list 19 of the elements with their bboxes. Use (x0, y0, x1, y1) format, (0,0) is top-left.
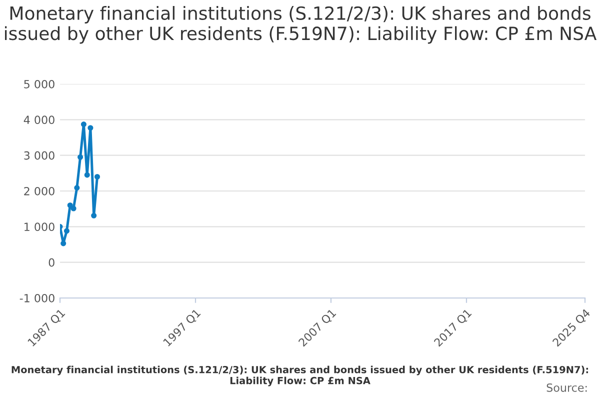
chart-title: Monetary financial institutions (S.121/2/3): UK shares and bonds issued by other UK residents (F.519N7): Liability Flow: CP £m NSA (5, 6, 597, 44)
point (91, 212, 97, 218)
point (74, 185, 80, 191)
y-tick-label: 2 000 (24, 186, 54, 196)
point (80, 122, 86, 128)
y-tick-label: 3 000 (24, 151, 54, 160)
y-tick-label: 5 000 (24, 80, 54, 88)
point (94, 174, 100, 180)
y-tick-label: 1 000 (24, 222, 54, 232)
point (64, 228, 70, 234)
y-tick-label: 4 000 (24, 116, 54, 124)
y-tick-label: -1 000 (20, 294, 54, 302)
y-tick-label: 0 (48, 258, 54, 267)
point (88, 125, 94, 131)
point (67, 202, 73, 208)
point (84, 172, 90, 178)
point (70, 206, 76, 212)
point (60, 240, 66, 246)
point (78, 154, 84, 160)
